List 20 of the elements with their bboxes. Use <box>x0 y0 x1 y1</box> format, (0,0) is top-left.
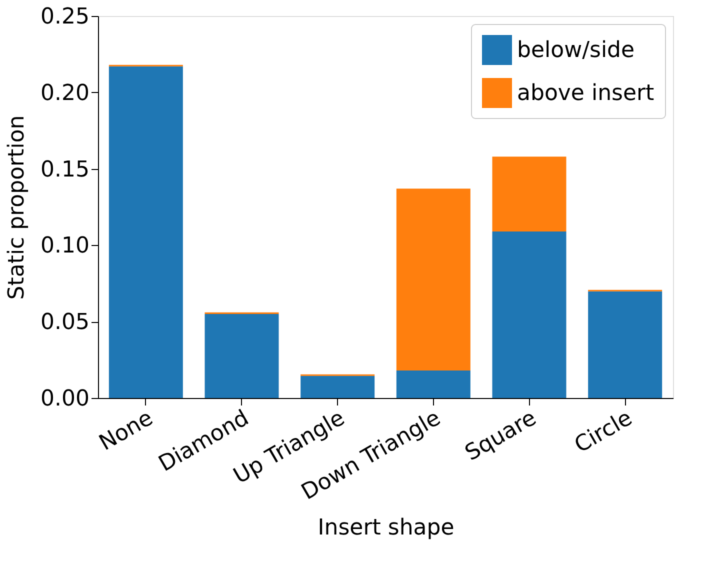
bar <box>396 188 470 370</box>
x-axis-title: Insert shape <box>318 516 454 541</box>
y-tick-label: 0.05 <box>40 310 90 336</box>
bar <box>300 376 375 398</box>
bar <box>108 66 183 398</box>
x-tick-label: None <box>95 406 158 456</box>
legend-label: below/side <box>517 38 635 63</box>
legend-label: above insert <box>517 81 655 106</box>
bar <box>204 314 279 398</box>
bar <box>492 156 566 232</box>
y-tick-label: 0.25 <box>40 4 90 30</box>
y-tick-label: 0.15 <box>40 157 90 182</box>
bar <box>588 291 662 398</box>
bar <box>492 231 566 398</box>
y-tick-label: 0.00 <box>40 386 90 412</box>
y-tick-label: 0.10 <box>40 234 90 259</box>
y-axis-title: Static proportion <box>4 115 30 300</box>
x-tick-label: Circle <box>570 406 637 458</box>
y-tick-label: 0.20 <box>40 80 90 106</box>
bar <box>396 370 470 398</box>
